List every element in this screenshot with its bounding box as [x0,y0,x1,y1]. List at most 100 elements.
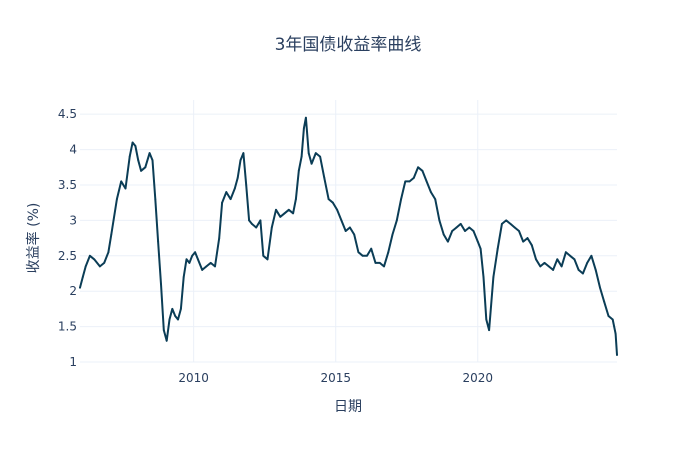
data-point [501,223,503,225]
data-point [225,191,228,193]
data-point [526,237,529,239]
y-tick-label: 1.5 [58,320,77,334]
y-tick-label: 3.5 [58,178,77,192]
data-point [434,198,437,201]
data-point [479,247,482,250]
data-point [134,145,137,147]
data-point [485,318,488,321]
data-point [539,265,542,268]
data-point [459,223,462,225]
data-point [451,230,454,232]
data-point [442,233,445,236]
y-tick-label: 4 [69,143,77,157]
data-point [513,226,516,229]
x-axis-ticks: 2010 2015 2020 [178,371,493,385]
data-point [248,219,250,222]
data-point [417,166,420,169]
data-point [214,265,216,268]
data-point [157,240,160,243]
data-point [221,201,223,204]
data-point [616,354,618,356]
data-point [552,269,554,271]
data-point [447,240,449,243]
data-point [374,261,377,264]
data-point [395,219,398,222]
data-point [191,254,194,257]
data-point [547,265,550,268]
data-point [429,191,432,193]
data-point [168,318,171,321]
data-point [530,244,533,247]
y-axis-label: 收益率 (%) [25,203,42,274]
data-point [509,223,512,225]
data-point [353,233,356,236]
data-point [383,265,385,268]
data-point [412,176,415,179]
data-point [560,265,563,268]
data-point [292,212,294,215]
data-point [255,226,258,229]
data-point [266,258,269,261]
data-point [370,247,373,250]
data-point [154,198,157,201]
data-point [387,251,390,254]
y-tick-label: 4.5 [58,107,77,121]
data-point [239,159,242,162]
data-point [340,219,343,222]
data-point [177,318,179,321]
data-point [250,223,253,225]
data-point [236,176,239,179]
data-point [438,219,441,222]
data-point [310,162,313,165]
data-point [505,219,508,222]
data-point [518,230,520,232]
data-point [357,251,360,254]
data-point [194,251,196,254]
data-point [590,254,593,257]
data-point [603,300,606,303]
data-point [93,258,96,261]
data-point [472,230,475,232]
data-point [569,254,572,257]
data-point [218,237,221,239]
data-point [408,180,411,183]
data-point [259,219,262,222]
data-point [120,180,123,183]
x-tick-label: 2010 [178,371,209,385]
data-point [137,159,140,162]
data-point [421,169,424,172]
x-tick-label: 2015 [320,371,351,385]
data-point [304,116,307,119]
data-point [89,254,91,257]
data-point [151,159,154,162]
data-point [174,315,177,317]
data-point [336,208,339,211]
data-point [464,230,466,232]
data-point [455,226,458,229]
data-point [556,258,559,261]
data-point [182,276,185,278]
data-point [577,269,580,271]
x-axis-label: 日期 [334,399,362,415]
data-point [425,180,428,183]
data-point [197,258,199,261]
data-point [233,187,236,190]
grid-layer [80,100,617,363]
data-point [543,261,546,264]
data-point [468,226,471,229]
data-point [319,155,321,158]
data-point [171,307,174,310]
data-point [245,184,248,186]
data-point [302,127,305,130]
data-point [79,286,81,289]
data-point [283,212,286,215]
data-point [201,269,204,271]
data-point [209,261,212,264]
data-point [331,201,334,204]
data-point [140,169,142,172]
data-point [188,261,191,264]
data-point [81,276,84,278]
data-point [179,307,182,310]
